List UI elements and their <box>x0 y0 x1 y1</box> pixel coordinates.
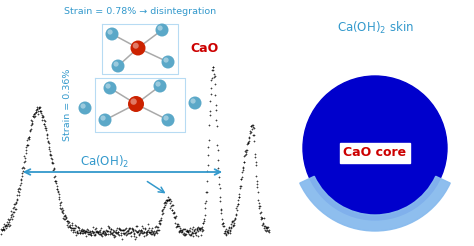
Circle shape <box>106 28 118 41</box>
Circle shape <box>130 98 137 105</box>
Text: Strain = 0.78% → disintegration: Strain = 0.78% → disintegration <box>64 7 216 16</box>
Circle shape <box>100 115 106 121</box>
Circle shape <box>103 81 117 94</box>
Circle shape <box>189 96 201 109</box>
Text: Strain = 0.36%: Strain = 0.36% <box>64 69 73 141</box>
Circle shape <box>130 41 146 56</box>
Circle shape <box>157 25 163 31</box>
Circle shape <box>108 30 113 35</box>
Text: Ca(OH)$_2$ skin: Ca(OH)$_2$ skin <box>337 20 413 36</box>
Text: CaO: CaO <box>191 42 219 55</box>
Circle shape <box>128 96 144 112</box>
Circle shape <box>162 56 174 68</box>
Circle shape <box>113 62 118 67</box>
Circle shape <box>154 79 166 92</box>
Circle shape <box>81 104 86 109</box>
Circle shape <box>155 81 161 87</box>
Circle shape <box>164 115 169 121</box>
Circle shape <box>133 43 139 49</box>
Circle shape <box>155 24 168 36</box>
Wedge shape <box>300 176 450 231</box>
Text: Ca(OH)$_2$: Ca(OH)$_2$ <box>81 154 129 170</box>
Circle shape <box>79 102 91 114</box>
Circle shape <box>99 113 111 126</box>
Text: CaO core: CaO core <box>344 147 407 159</box>
Circle shape <box>162 113 174 126</box>
Circle shape <box>191 98 196 104</box>
Circle shape <box>111 60 125 73</box>
Circle shape <box>105 83 110 89</box>
Circle shape <box>303 76 447 220</box>
Circle shape <box>164 58 169 63</box>
